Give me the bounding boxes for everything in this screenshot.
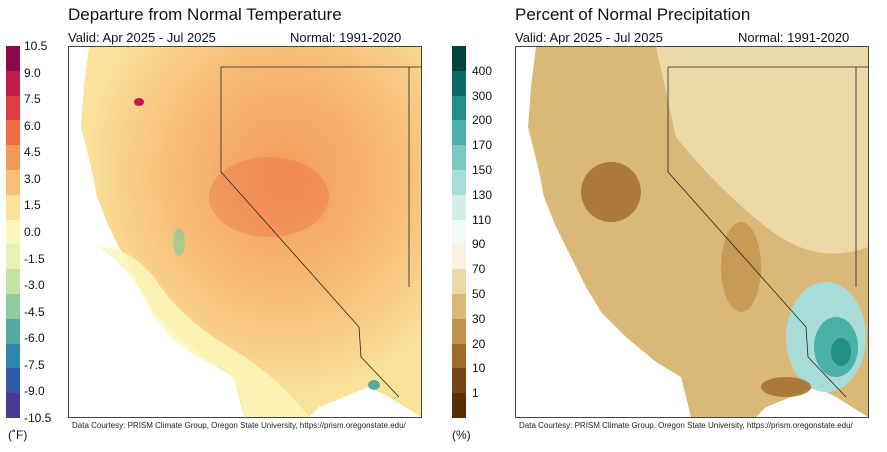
colorbar-tick-label: 200 — [472, 113, 493, 128]
colorbar-swatch — [6, 244, 20, 270]
colorbar-tick-label: 170 — [472, 138, 493, 153]
left-map-title: Departure from Normal Temperature — [68, 5, 342, 24]
colorbar-tick-label: 30 — [472, 311, 486, 326]
colorbar-swatch — [6, 393, 20, 419]
colorbar-tick-label: 10 — [472, 361, 486, 376]
left-data-credit: Data Courtesy: PRISM Climate Group, Oreg… — [72, 421, 406, 430]
right-map-title: Percent of Normal Precipitation — [515, 5, 751, 24]
precipitation-map — [515, 46, 869, 418]
temperature-colorbar — [6, 46, 20, 419]
right-data-credit: Data Courtesy: PRISM Climate Group, Oreg… — [519, 421, 853, 430]
colorbar-swatch — [452, 294, 466, 320]
colorbar-tick-label: 1.5 — [24, 198, 41, 213]
colorbar-swatch — [452, 269, 466, 295]
colorbar-tick-label: 300 — [472, 88, 493, 103]
colorbar-swatch — [452, 170, 466, 196]
colorbar-tick-label: -9.0 — [24, 384, 45, 399]
colorbar-tick-label: 400 — [472, 63, 493, 78]
colorbar-swatch — [452, 95, 466, 121]
temperature-state-borders — [220, 66, 421, 398]
temperature-map — [68, 46, 422, 418]
colorbar-tick-label: -3.0 — [24, 278, 45, 293]
colorbar-swatch — [452, 219, 466, 245]
colorbar-tick-label: 6.0 — [24, 118, 41, 133]
colorbar-swatch — [6, 194, 20, 221]
left-normal-period: Normal: 1991-2020 — [290, 30, 402, 45]
colorbar-swatch — [452, 145, 466, 171]
colorbar-swatch — [452, 393, 466, 419]
colorbar-tick-label: 20 — [472, 336, 486, 351]
colorbar-swatch — [452, 194, 466, 221]
colorbar-swatch — [6, 294, 20, 320]
colorbar-swatch — [6, 219, 20, 245]
colorbar-swatch — [6, 145, 20, 171]
colorbar-tick-label: -1.5 — [24, 251, 45, 266]
temperature-unit: (˚F) — [8, 428, 28, 442]
colorbar-swatch — [6, 368, 20, 394]
colorbar-tick-label: 50 — [472, 287, 486, 301]
colorbar-tick-label: 70 — [472, 262, 486, 277]
colorbar-swatch — [6, 70, 20, 97]
colorbar-swatch — [452, 244, 466, 270]
colorbar-tick-label: 90 — [472, 237, 486, 252]
colorbar-swatch — [452, 343, 466, 369]
colorbar-tick-label: 7.5 — [24, 92, 41, 107]
right-normal-period: Normal: 1991-2020 — [738, 30, 850, 45]
precipitation-unit: (%) — [452, 428, 471, 442]
colorbar-tick-label: 3.0 — [24, 171, 41, 186]
colorbar-tick-label: 10.5 — [24, 39, 48, 53]
colorbar-tick-label: -4.5 — [24, 304, 45, 319]
colorbar-tick-label: 0.0 — [24, 225, 41, 239]
colorbar-swatch — [6, 269, 20, 295]
colorbar-tick-label: -6.0 — [24, 331, 45, 346]
temperature-land-shape — [81, 47, 421, 417]
colorbar-tick-label: 110 — [472, 212, 492, 227]
left-valid-period: Valid: Apr 2025 - Jul 2025 — [68, 30, 216, 45]
colorbar-tick-label: 1 — [472, 386, 479, 401]
colorbar-swatch — [6, 343, 20, 369]
colorbar-swatch — [452, 368, 466, 394]
colorbar-swatch — [452, 46, 466, 72]
precipitation-colorbar — [452, 46, 466, 419]
colorbar-swatch — [6, 95, 20, 121]
colorbar-swatch — [6, 120, 20, 146]
colorbar-swatch — [452, 318, 466, 345]
colorbar-swatch — [452, 120, 466, 146]
colorbar-tick-label: 4.5 — [24, 145, 41, 160]
colorbar-tick-label: 150 — [472, 163, 493, 177]
colorbar-tick-label: 130 — [472, 187, 493, 202]
colorbar-tick-label: -7.5 — [24, 357, 45, 372]
precipitation-state-borders — [667, 66, 868, 398]
right-valid-period: Valid: Apr 2025 - Jul 2025 — [515, 30, 663, 45]
colorbar-swatch — [6, 46, 20, 72]
colorbar-swatch — [452, 70, 466, 97]
colorbar-swatch — [6, 170, 20, 196]
colorbar-tick-label: -10.5 — [24, 411, 52, 425]
colorbar-swatch — [6, 318, 20, 345]
colorbar-tick-label: 9.0 — [24, 65, 41, 80]
